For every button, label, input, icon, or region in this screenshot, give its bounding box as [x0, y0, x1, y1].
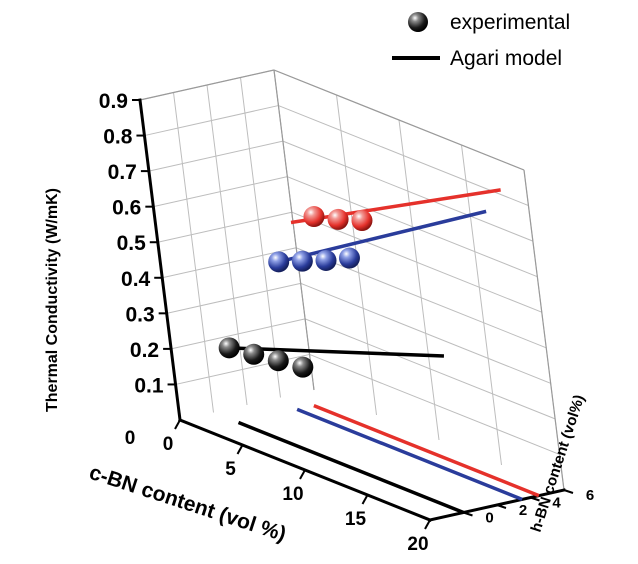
y-tick-label-2: 4	[552, 495, 561, 512]
z-tick-label-7: 0.8	[103, 126, 133, 149]
data-point-0-0	[218, 337, 240, 359]
grid-line-back-z-1	[304, 318, 556, 420]
data-point-2-0	[303, 206, 325, 228]
x-tick-mark-1	[236, 444, 244, 455]
floor-line-2	[313, 404, 540, 498]
y-tick-mark-1	[496, 504, 507, 509]
x-tick-mark-4	[424, 519, 431, 530]
grid-line-side-z-2	[166, 282, 301, 314]
legend-marker-experimental	[408, 12, 428, 32]
x-tick-label-0: 0	[163, 434, 174, 455]
model-line-1	[278, 209, 487, 264]
y-tick-mark-3	[563, 489, 574, 494]
grid-line-back-z-2	[300, 282, 551, 384]
axes	[132, 98, 574, 530]
x-tick-label-1: 5	[225, 459, 236, 480]
z-axis-line	[138, 98, 182, 422]
grid-line-side-z-1	[171, 318, 306, 350]
x-tick-mark-2	[299, 469, 306, 480]
data-point-2-1	[327, 208, 349, 230]
z-tick-label-8: 0.9	[99, 90, 128, 113]
data-point-1-1	[291, 250, 313, 272]
grid-line-side-z-7	[144, 105, 279, 137]
grid-line-side-z-5	[153, 176, 288, 208]
grid-line-back-z-0	[309, 353, 560, 455]
grid-line-side-y-0	[173, 92, 214, 413]
floor-line-1	[296, 407, 523, 501]
grid-line-side-z-0	[175, 353, 310, 385]
data-point-0-1	[243, 343, 265, 365]
grid-line-back-z-6	[282, 140, 534, 242]
frame-edge-back-top	[273, 69, 525, 171]
data-points	[218, 206, 373, 378]
frame-edge-side-top	[139, 69, 275, 101]
grid-line-side-z-4	[157, 211, 292, 243]
frame-edge-back-left	[273, 69, 315, 391]
z-tick-label-0: 0.1	[134, 374, 164, 397]
z-tick-label-1: 0.2	[130, 339, 159, 362]
floor-projections	[237, 404, 540, 515]
frame-edge-back-right	[523, 169, 565, 491]
y-axis-title: h-BN content (vol%)	[528, 393, 588, 535]
grid-line-side-y-1	[206, 84, 248, 406]
grid-line-side-y-2	[240, 77, 281, 398]
data-point-0-3	[292, 356, 314, 378]
grid	[139, 69, 565, 491]
x-tick-mark-0	[174, 419, 181, 430]
grid-line-back-z-5	[287, 176, 538, 278]
grid-line-back-z-3	[296, 247, 547, 349]
x-tick-label-4: 20	[407, 534, 428, 555]
legend: experimental Agari model	[392, 11, 570, 70]
x-tick-mark-3	[361, 494, 369, 505]
y-tick-label-3: 6	[586, 487, 594, 504]
data-point-1-2	[315, 249, 337, 271]
z-tick-label-2: 0.3	[125, 303, 154, 326]
x-tick-label-2: 10	[282, 484, 303, 505]
model-lines	[229, 188, 501, 358]
data-point-1-0	[268, 251, 290, 273]
model-line-0	[229, 346, 445, 358]
data-point-2-2	[351, 210, 373, 232]
z-axis-title: Thermal Conductivity (W/mK)	[44, 188, 61, 412]
data-point-0-2	[267, 350, 289, 372]
x-tick-label-origin: 0	[125, 428, 136, 449]
y-tick-label-1: 2	[519, 502, 527, 519]
grid-line-back-x-2	[398, 119, 440, 441]
grid-line-back-x-3	[461, 144, 502, 466]
y-tick-label-0: 0	[485, 510, 493, 527]
tick-labels: 0 5 10 15 20 0 2 4 6 0.1 0.2 0.3 0.4 0.5 0.6 0.7 0.8 0.9 0	[99, 90, 594, 555]
z-tick-label-4: 0.5	[117, 232, 147, 255]
grid-line-back-z-4	[291, 211, 542, 313]
floor-line-0	[237, 420, 465, 515]
z-tick-label-6: 0.7	[108, 161, 137, 184]
y-tick-mark-0	[463, 511, 473, 517]
data-point-1-3	[338, 247, 360, 269]
model-line-2	[290, 188, 501, 225]
grid-line-back-z-7	[278, 105, 529, 207]
x-tick-label-3: 15	[345, 509, 367, 530]
z-tick-label-5: 0.6	[112, 197, 141, 220]
z-tick-label-3: 0.4	[121, 268, 151, 291]
grid-line-side-z-6	[148, 140, 283, 172]
x-axis-title: c-BN content (vol %)	[86, 461, 288, 546]
legend-label-agari-model: Agari model	[450, 47, 562, 70]
legend-label-experimental: experimental	[450, 11, 570, 34]
y-tick-mark-2	[530, 496, 540, 502]
